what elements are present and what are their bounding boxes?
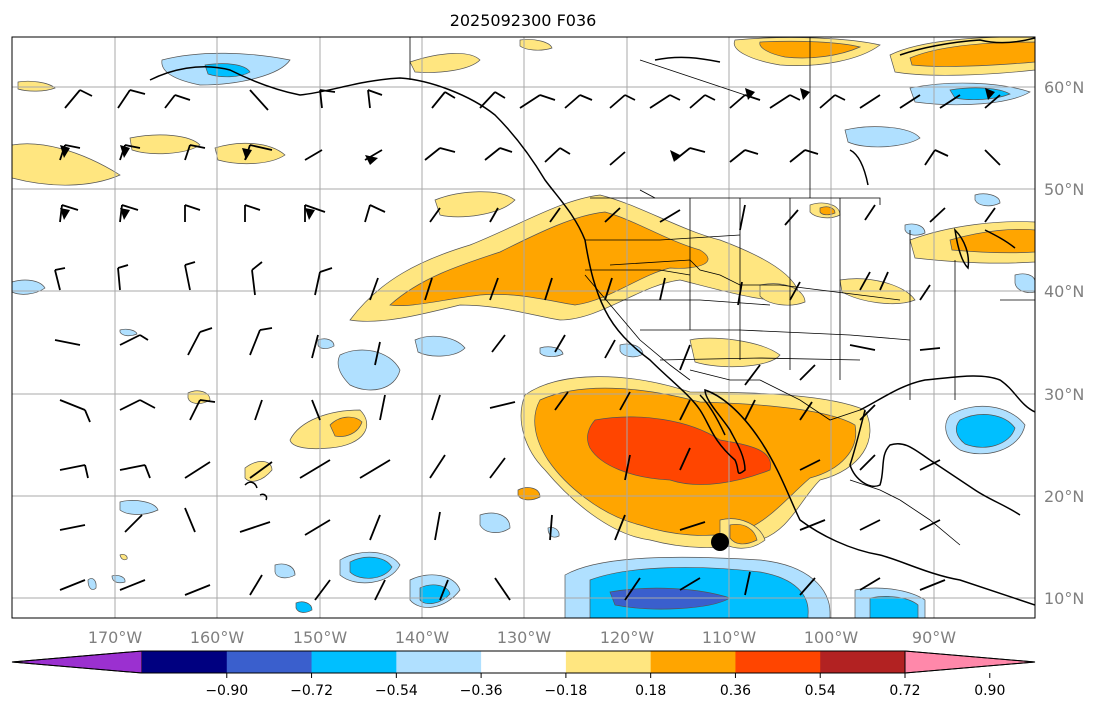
colorbar-cell [481, 651, 567, 673]
lon-label: 90°W [912, 628, 956, 647]
colorbar-cell [142, 651, 228, 673]
colorbar-extend-low [11, 650, 143, 674]
wind-barb-flags [60, 88, 995, 220]
lat-label: 30°N [1044, 385, 1084, 404]
colorbar-tick-label: 0.90 [974, 683, 1005, 699]
coastlines [149, 37, 1035, 606]
colorbar-tick-label: −0.36 [460, 683, 503, 699]
lat-label: 10°N [1044, 589, 1084, 608]
colorbar-tick-label: 0.18 [635, 683, 666, 699]
colorbar-cell [396, 651, 482, 673]
colorbar-tick-label: 0.36 [720, 683, 751, 699]
colorbar-cell [311, 651, 397, 673]
lat-axis: 60°N 50°N 40°N 30°N 20°N 10°N [1044, 78, 1084, 608]
colorbar-outline [11, 650, 1036, 674]
colorbar-cell [820, 651, 906, 673]
lon-label: 150°W [293, 628, 348, 647]
lon-axis: 170°W 160°W 150°W 140°W 130°W 120°W 110°… [88, 628, 956, 647]
figure-title: 2025092300 F036 [450, 11, 597, 30]
colorbar-cell [565, 651, 652, 673]
lon-label: 110°W [702, 628, 757, 647]
grid-lines [12, 37, 1035, 618]
wind-barbs [54, 89, 1001, 601]
location-marker [711, 533, 729, 551]
anomaly-fill [12, 37, 1035, 618]
colorbar-tick-label: 0.72 [889, 683, 920, 699]
colorbar-cell [650, 651, 736, 673]
lat-label: 60°N [1044, 78, 1084, 97]
lon-label: 100°W [804, 628, 859, 647]
map-frame [11, 36, 1036, 619]
colorbar-extend-high [904, 650, 1036, 674]
lon-label: 140°W [395, 628, 450, 647]
colorbar-tick-label: −0.90 [205, 683, 248, 699]
colorbar-tick-label: 0.54 [805, 683, 836, 699]
colorbar-tick-label: −0.72 [290, 683, 333, 699]
lat-label: 40°N [1044, 282, 1084, 301]
lat-label: 50°N [1044, 180, 1084, 199]
lon-label: 130°W [497, 628, 552, 647]
colorbar-cell [226, 651, 313, 673]
lon-label: 160°W [190, 628, 245, 647]
map-area [12, 37, 1035, 618]
lon-label: 170°W [88, 628, 143, 647]
political-borders [409, 37, 1035, 546]
colorbar-tick-label: −0.54 [375, 683, 418, 699]
colorbar-cell [735, 651, 821, 673]
lat-label: 20°N [1044, 487, 1084, 506]
colorbar: −0.90 −0.72 −0.54 −0.36 −0.18 0.18 0.36 0.54 0.7… [11, 650, 1036, 699]
colorbar-tick-label: −0.18 [544, 683, 587, 699]
lon-label: 120°W [600, 628, 655, 647]
